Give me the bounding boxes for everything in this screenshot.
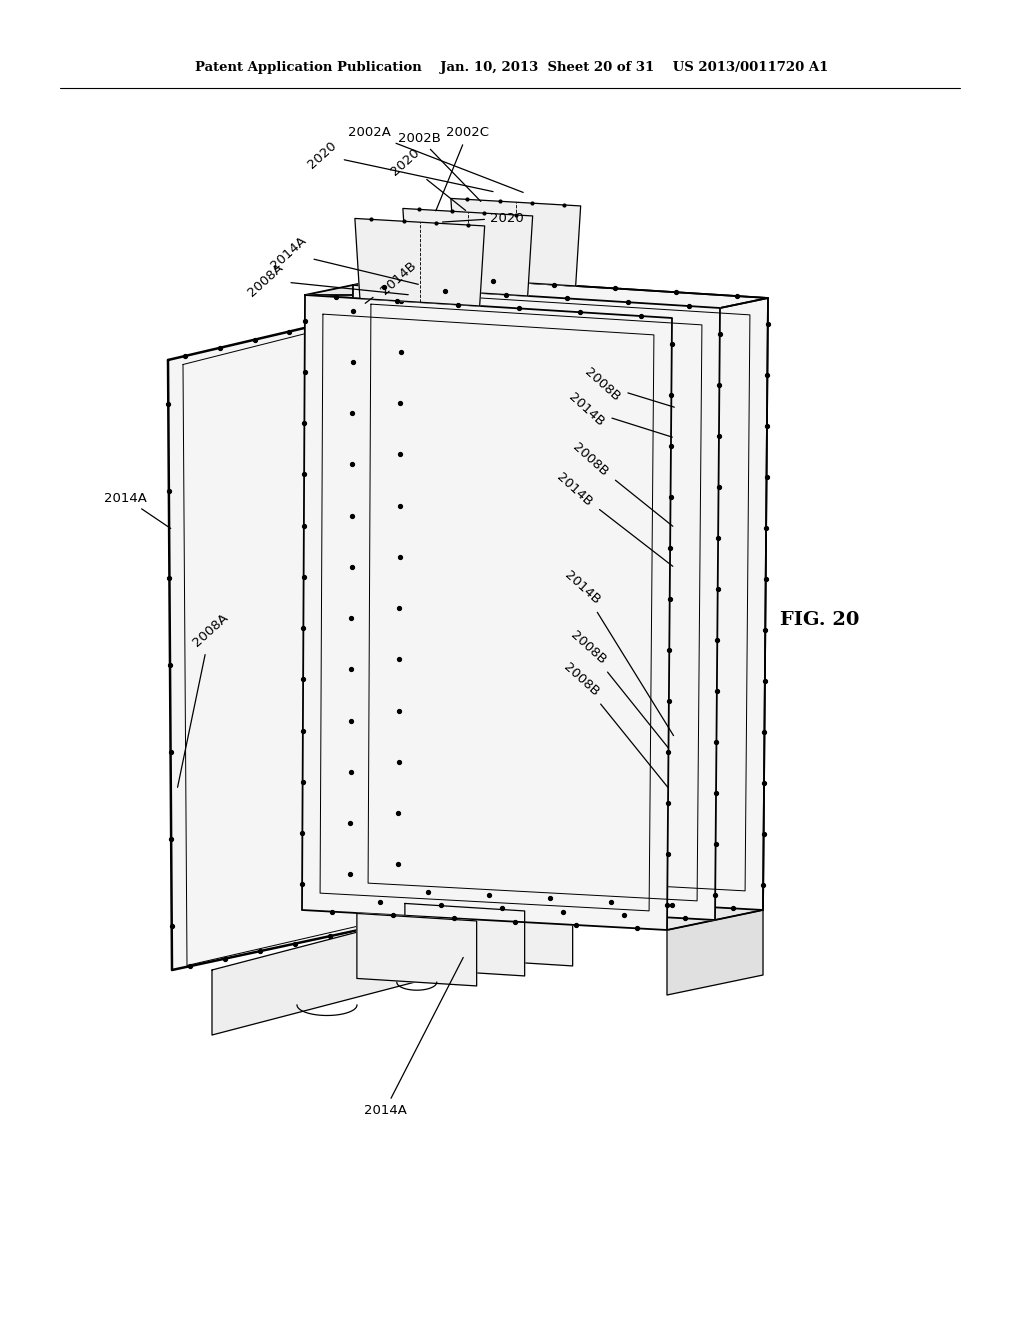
Text: 2008B: 2008B [568, 628, 669, 748]
Text: 2008B: 2008B [561, 661, 669, 788]
Polygon shape [168, 294, 452, 970]
Polygon shape [451, 198, 581, 286]
Polygon shape [350, 285, 720, 920]
Text: 2020: 2020 [442, 211, 523, 224]
Text: 2008B: 2008B [570, 441, 673, 527]
Polygon shape [667, 298, 768, 931]
Text: 2002A: 2002A [348, 127, 523, 193]
Polygon shape [355, 218, 484, 306]
Text: 2008A: 2008A [177, 611, 230, 787]
Polygon shape [212, 909, 442, 1035]
Text: 2014B: 2014B [562, 569, 674, 735]
Polygon shape [398, 275, 768, 909]
Polygon shape [302, 294, 672, 931]
Text: 2008B: 2008B [582, 366, 675, 407]
Polygon shape [667, 909, 763, 995]
Text: 2020: 2020 [305, 139, 494, 191]
Text: 2014B: 2014B [366, 259, 419, 304]
Text: 2002C: 2002C [436, 127, 489, 211]
Text: 2008A: 2008A [245, 261, 409, 300]
Polygon shape [305, 275, 768, 318]
Polygon shape [453, 894, 572, 966]
Polygon shape [357, 913, 476, 986]
Text: 2014A: 2014A [268, 234, 418, 284]
Text: 2014B: 2014B [554, 471, 673, 566]
Text: 2014A: 2014A [364, 957, 463, 1117]
Text: 2014A: 2014A [104, 491, 171, 528]
Text: 2014B: 2014B [566, 391, 673, 437]
Text: FIG. 20: FIG. 20 [780, 611, 860, 630]
Text: Patent Application Publication    Jan. 10, 2013  Sheet 20 of 31    US 2013/00117: Patent Application Publication Jan. 10, … [196, 62, 828, 74]
Polygon shape [402, 209, 532, 296]
Text: 2002B: 2002B [398, 132, 481, 202]
Text: 2020: 2020 [388, 147, 466, 210]
Polygon shape [404, 903, 524, 975]
